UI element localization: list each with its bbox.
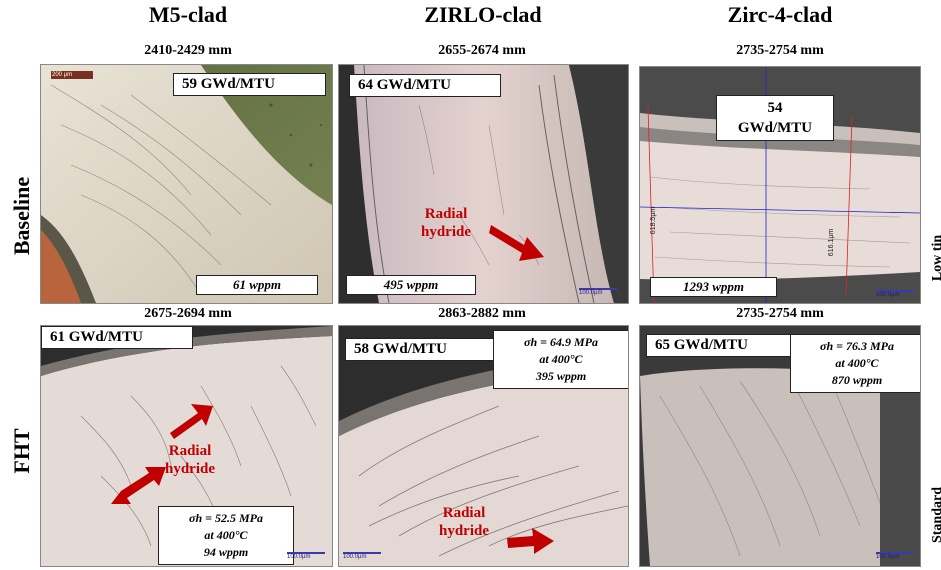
burnup-label-zirc4-fht: 65 GWd/MTU	[646, 334, 798, 357]
micrograph-zirc4-fht: 65 GWd/MTU σh = 76.3 MPa at 400°C 870 wp…	[639, 325, 921, 567]
hydrogen-value: 870 wppm	[831, 373, 883, 387]
burnup-unit: GWd/MTU	[737, 120, 813, 136]
micrograph-zirlo-baseline-image	[339, 65, 628, 303]
hydrogen-label-m5-baseline: 61 wppm	[196, 275, 318, 295]
scale-label: 100.0µm	[876, 554, 900, 560]
range-zirlo-fht: 2863-2882 mm	[438, 306, 526, 321]
scale-bar-line	[343, 552, 381, 554]
scale-bar-line	[876, 552, 914, 554]
burnup-label-m5-baseline: 59 GWd/MTU	[173, 73, 326, 96]
stress-label-m5-fht: σh = 52.5 MPa at 400°C 94 wppm	[158, 506, 294, 565]
scale-bar-zirlo-baseline: 100.0µm	[579, 287, 617, 296]
scale-label: 100.0µm	[343, 554, 367, 560]
scale-bar-m5-baseline: 200 µm	[51, 71, 93, 79]
scale-label: 200 µm	[52, 72, 73, 78]
burnup-label-zirlo-baseline: 64 GWd/MTU	[349, 74, 501, 97]
scale-label: 100.0µm	[287, 554, 311, 560]
scale-label: 100.0µm	[876, 292, 900, 298]
scale-bar-line	[579, 288, 617, 290]
micrograph-zirlo-baseline: 64 GWd/MTU Radial hydride 495 wppm 100.0…	[338, 64, 629, 304]
double-arrow-icon	[111, 404, 213, 504]
dimension-label-left: 618.5µm	[650, 206, 658, 235]
micrograph-m5-baseline-image	[41, 65, 332, 303]
hydride-text: hydride	[439, 523, 490, 539]
hydride-text: hydride	[421, 224, 472, 240]
scale-label: 100.0µm	[579, 290, 603, 296]
side-label-low-tin: Low tin	[930, 234, 941, 282]
arrow-icon	[489, 225, 544, 261]
micrograph-zirc4-baseline: 618.5µm 616.1µm 54 GWd/MTU 1293 wppm 100…	[639, 66, 921, 304]
burnup-number: 54	[767, 100, 783, 116]
scale-bar-m5-fht: 100.0µm	[287, 551, 325, 560]
radial-hydride-label-zirlo-fht: Radial hydride	[439, 504, 489, 540]
radial-text: Radial	[442, 505, 486, 521]
radial-text: Radial	[168, 443, 212, 459]
micrograph-zirlo-fht: 58 GWd/MTU σh = 64.9 MPa at 400°C 395 wp…	[338, 325, 629, 567]
micrograph-m5-baseline: 200 µm 59 GWd/MTU 61 wppm	[40, 64, 333, 304]
row-label-baseline: Baseline	[9, 176, 34, 256]
burnup-label-m5-fht: 61 GWd/MTU	[41, 326, 193, 349]
stress-value: σh = 76.3 MPa	[820, 339, 894, 353]
radial-text: Radial	[424, 206, 468, 222]
burnup-label-zirlo-fht: 58 GWd/MTU	[345, 338, 497, 361]
radial-hydride-label-m5-fht: Radial hydride	[165, 442, 215, 478]
stress-label-zirlo-fht: σh = 64.9 MPa at 400°C 395 wppm	[493, 330, 628, 389]
stress-value: σh = 52.5 MPa	[189, 511, 263, 525]
stress-value: σh = 64.9 MPa	[524, 335, 598, 349]
burnup-label-zirc4-baseline: 54 GWd/MTU	[716, 95, 834, 141]
stress-label-zirc4-fht: σh = 76.3 MPa at 400°C 870 wppm	[790, 334, 920, 393]
column-title-zirlo: ZIRLO-clad	[424, 2, 542, 27]
range-m5-fht: 2675-2694 mm	[144, 306, 232, 321]
row-label-fht: FHT	[9, 428, 34, 474]
scale-bar-line	[287, 552, 325, 554]
temperature-value: at 400°C	[539, 352, 583, 366]
scale-bar-zirc4-baseline: 100.0µm	[876, 289, 914, 298]
temperature-value: at 400°C	[204, 528, 248, 542]
scale-bar-line	[876, 290, 914, 292]
radial-hydride-label-zirlo-baseline: Radial hydride	[421, 205, 471, 241]
dimension-label-right: 616.1µm	[828, 228, 836, 257]
range-zirc4-fht: 2735-2754 mm	[736, 306, 824, 321]
hydrogen-value: 395 wppm	[535, 369, 587, 383]
arrow-icon	[507, 528, 554, 554]
hydride-text: hydride	[165, 461, 216, 477]
micrograph-m5-fht: 61 GWd/MTU Radial hydride σh = 52.5 MPa …	[40, 325, 333, 567]
hydrogen-label-zirlo-baseline: 495 wppm	[346, 275, 476, 295]
scale-bar-zirlo-fht: 100.0µm	[343, 551, 381, 560]
side-label-standard: Standard	[930, 486, 941, 544]
column-title-m5: M5-clad	[148, 2, 228, 27]
hydrogen-value: 94 wppm	[203, 545, 249, 559]
column-title-zirc4: Zirc-4-clad	[727, 2, 833, 27]
temperature-value: at 400°C	[835, 356, 879, 370]
scale-bar-zirc4-fht: 100.0µm	[876, 551, 914, 560]
range-m5-baseline: 2410-2429 mm	[144, 43, 232, 58]
hydrogen-label-zirc4-baseline: 1293 wppm	[650, 277, 777, 297]
range-zirc4-baseline: 2735-2754 mm	[736, 43, 824, 58]
range-zirlo-baseline: 2655-2674 mm	[438, 43, 526, 58]
